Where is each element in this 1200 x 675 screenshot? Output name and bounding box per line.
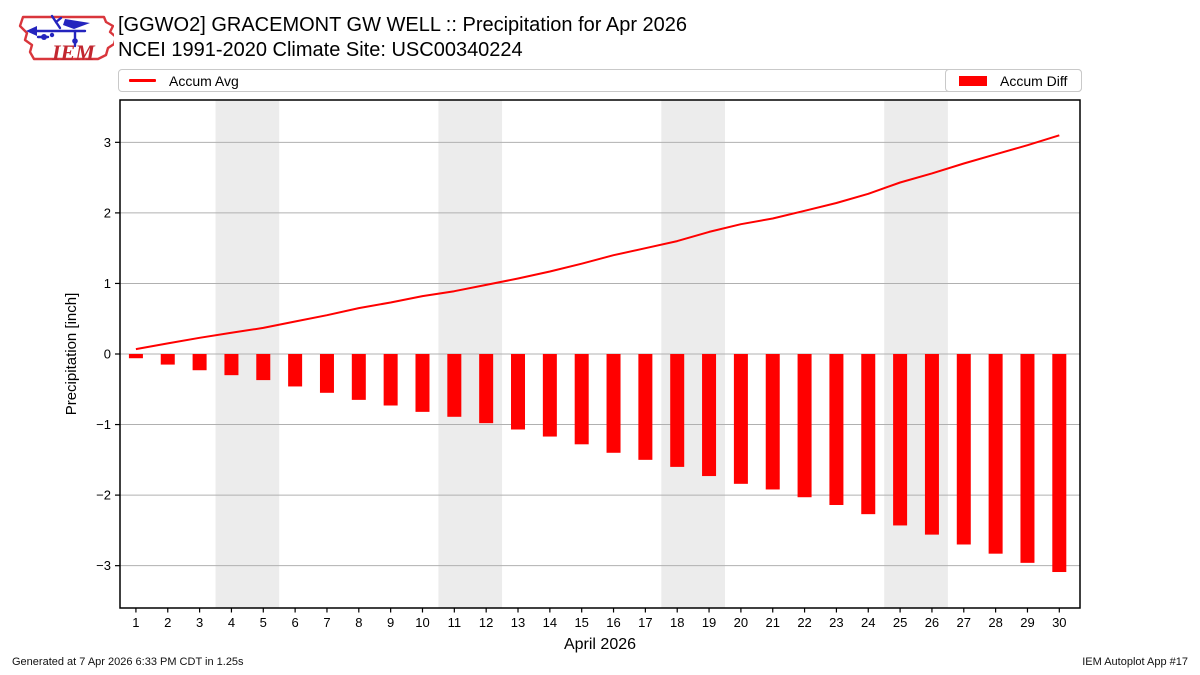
bar-day-23	[829, 354, 844, 505]
x-tick-label: 24	[861, 615, 875, 630]
x-tick-label: 29	[1020, 615, 1034, 630]
iem-logo-text: IEM	[51, 40, 96, 65]
accum-diff-label: Accum Diff	[1000, 72, 1068, 89]
bar-day-29	[1020, 354, 1035, 563]
x-tick-label: 30	[1052, 615, 1066, 630]
x-tick-label: 5	[260, 615, 267, 630]
y-tick-label: 1	[104, 276, 111, 291]
x-tick-label: 4	[228, 615, 235, 630]
iowa-outline	[18, 15, 114, 61]
x-tick-label: 12	[479, 615, 493, 630]
x-tick-label: 11	[448, 615, 462, 630]
bar-day-24	[861, 354, 876, 515]
x-tick-label: 7	[323, 615, 330, 630]
bar-day-30	[1052, 354, 1067, 573]
bar-day-19	[702, 354, 717, 477]
bar-day-8	[351, 354, 366, 400]
x-tick-label: 6	[292, 615, 299, 630]
x-tick-label: 23	[829, 615, 843, 630]
y-tick-label: 3	[104, 135, 111, 150]
bar-day-17	[638, 354, 653, 460]
y-tick-label: −3	[96, 558, 111, 573]
y-tick-label: 2	[104, 205, 111, 220]
app-credit: IEM Autoplot App #17	[1082, 656, 1188, 668]
weather-vane-icon-fills	[26, 19, 90, 44]
accum-diff-bar-swatch	[959, 75, 987, 86]
x-tick-label: 14	[543, 615, 557, 630]
accum-avg-line-swatch	[129, 79, 156, 82]
x-tick-label: 13	[511, 615, 525, 630]
x-tick-label: 1	[132, 615, 139, 630]
x-tick-label: 20	[734, 615, 748, 630]
bar-day-27	[956, 354, 971, 545]
legend-accum-avg: Accum Avg	[118, 69, 1082, 92]
y-tick-label: −1	[96, 417, 111, 432]
chart-title: [GGWO2] GRACEMONT GW WELL :: Precipitati…	[118, 14, 688, 36]
bar-day-26	[924, 354, 939, 535]
bar-day-4	[224, 354, 239, 376]
x-tick-label: 26	[925, 615, 939, 630]
bar-day-11	[447, 354, 462, 417]
x-tick-label: 15	[574, 615, 588, 630]
x-tick-label: 19	[702, 615, 716, 630]
bar-day-14	[542, 354, 557, 437]
bar-day-15	[574, 354, 589, 445]
y-tick-label: 0	[104, 347, 111, 362]
bar-day-9	[383, 354, 398, 406]
x-tick-label: 22	[797, 615, 811, 630]
bar-day-28	[988, 354, 1003, 554]
bar-day-2	[160, 354, 175, 365]
x-tick-label: 28	[988, 615, 1002, 630]
x-tick-label: 2	[164, 615, 171, 630]
x-tick-label: 21	[766, 615, 780, 630]
x-tick-label: 18	[670, 615, 684, 630]
chart-subtitle: NCEI 1991-2020 Climate Site: USC00340224	[118, 38, 523, 61]
x-axis-label: April 2026	[564, 636, 636, 653]
x-tick-label: 9	[387, 615, 394, 630]
bar-day-13	[511, 354, 526, 430]
y-axis-label: Precipitation [inch]	[63, 293, 80, 416]
bar-day-20	[733, 354, 748, 484]
legend-accum-diff: Accum Diff	[945, 69, 1082, 92]
x-tick-label: 17	[638, 615, 652, 630]
bar-day-18	[670, 354, 685, 467]
bar-day-10	[415, 354, 430, 412]
accum-avg-label: Accum Avg	[169, 72, 239, 89]
bar-day-22	[797, 354, 812, 498]
bar-day-12	[479, 354, 494, 424]
x-tick-label: 16	[606, 615, 620, 630]
x-tick-label: 27	[957, 615, 971, 630]
x-tick-label: 10	[415, 615, 429, 630]
bar-day-7	[319, 354, 334, 393]
chart-title-block: [GGWO2] GRACEMONT GW WELL :: Precipitati…	[118, 13, 687, 62]
bar-day-6	[288, 354, 303, 387]
x-tick-label: 25	[893, 615, 907, 630]
bar-day-3	[192, 354, 207, 371]
y-tick-label: −2	[96, 488, 111, 503]
bar-day-25	[893, 354, 908, 526]
iem-logo: IEM	[18, 14, 114, 65]
bar-day-5	[256, 354, 271, 381]
bar-day-16	[606, 354, 621, 453]
x-tick-label: 8	[355, 615, 362, 630]
bar-day-21	[765, 354, 780, 490]
bar-day-1	[128, 354, 143, 359]
generated-timestamp: Generated at 7 Apr 2026 6:33 PM CDT in 1…	[12, 656, 244, 668]
x-tick-label: 3	[196, 615, 203, 630]
accum-avg-line	[135, 134, 1060, 351]
